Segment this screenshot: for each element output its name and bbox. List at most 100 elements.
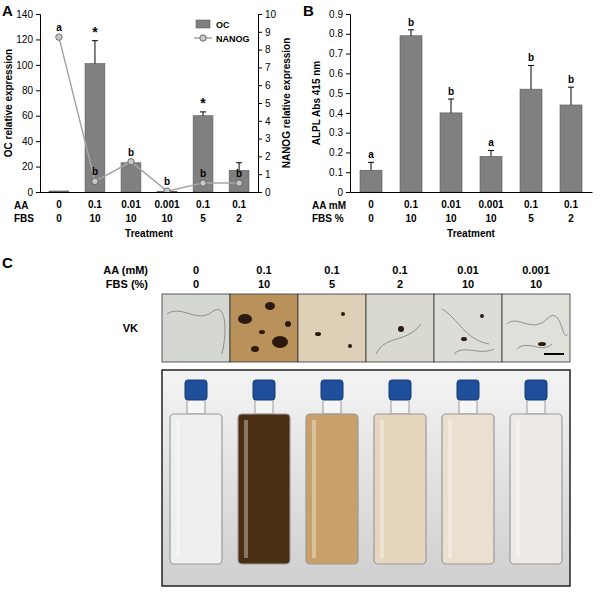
tick-label: 140 — [16, 9, 33, 20]
significance-label: b — [236, 168, 242, 179]
panel-c: CAA (mM)FBS (%)00.10.10.10.010.001010521… — [2, 254, 570, 586]
bar — [440, 113, 462, 192]
tick-mark — [346, 14, 350, 15]
significance-label: b — [448, 86, 454, 97]
row-label: AA (mM) — [103, 264, 148, 276]
tick-label: 20 — [22, 161, 34, 172]
tick-label: 8 — [265, 44, 271, 55]
legend-label: NANOG — [216, 34, 250, 44]
axis-line — [36, 15, 41, 193]
error-bar — [528, 65, 534, 89]
x-axis: 00.10.010.0010.10.1 — [351, 192, 593, 210]
flask-body — [510, 414, 562, 564]
error-bar — [92, 41, 98, 64]
tick: 0.001 — [155, 192, 180, 210]
tick-mark — [346, 152, 350, 153]
tick: 0 — [56, 192, 62, 210]
bar — [480, 156, 502, 192]
column-label: 0.1 — [324, 264, 339, 276]
marker — [164, 188, 170, 192]
tick-mark — [258, 156, 262, 157]
flask-photo — [162, 370, 570, 586]
micrograph — [230, 294, 298, 362]
flask-highlight — [380, 420, 384, 558]
cell-outline — [167, 309, 225, 354]
tick-mark — [258, 85, 262, 86]
tick-mark — [258, 14, 262, 15]
bar — [400, 36, 422, 192]
bar — [85, 64, 105, 192]
y2-axis: 012345678910 — [258, 9, 277, 198]
bar — [520, 89, 542, 192]
panel-label: B — [303, 2, 314, 19]
tick-mark — [36, 14, 40, 15]
tick-label: 0.1 — [88, 199, 102, 210]
row-label: AA mM — [312, 200, 346, 211]
mineral-deposit — [265, 302, 275, 310]
tick-label: 0.01 — [441, 199, 461, 210]
column-label: 0 — [193, 264, 199, 276]
flask-body — [374, 414, 426, 564]
photo-background — [162, 370, 570, 586]
column-label: 0.1 — [256, 264, 271, 276]
flask-body — [306, 414, 358, 564]
flask-cap — [321, 380, 343, 400]
tick: 0.01 — [121, 192, 141, 210]
tick-label: 0 — [265, 187, 271, 198]
tick-label: 0 — [27, 187, 33, 198]
tick: 2 — [258, 151, 271, 162]
error-bar — [488, 150, 494, 156]
panel-1: B00.10.20.30.40.50.60.70.80.900.10.010.0… — [303, 2, 593, 239]
micrograph-background — [230, 294, 298, 362]
tick: 0.8 — [329, 28, 350, 39]
tick-mark — [258, 139, 262, 140]
tick: 0.1 — [524, 192, 538, 210]
tick: 6 — [258, 80, 271, 91]
tick-label: 10 — [265, 9, 277, 20]
mineral-deposit — [480, 314, 484, 318]
tick: 0 — [27, 187, 40, 198]
y-axis: 020406080100120140 — [16, 9, 40, 198]
mineral-deposit — [348, 344, 352, 348]
tick-mark — [36, 65, 40, 66]
legend-swatch — [200, 35, 206, 41]
tick-label: 0.1 — [564, 199, 578, 210]
significance-label: a — [488, 137, 494, 148]
tick-mark — [346, 54, 350, 55]
tick-label: 0.1 — [404, 199, 418, 210]
tick: 0 — [368, 192, 374, 210]
tick: 8 — [258, 44, 271, 55]
mineral-deposit — [315, 332, 321, 336]
tick: 4 — [258, 116, 271, 127]
tick-label: 0.1 — [196, 199, 210, 210]
tick-label: 3 — [265, 133, 271, 144]
micrograph-background — [162, 294, 230, 362]
tick-label: 0.2 — [329, 147, 343, 158]
flask-highlight — [244, 420, 248, 558]
line — [59, 37, 239, 191]
tick: 9 — [258, 27, 271, 38]
figure: A02040608010012014001234567891000.10.010… — [0, 0, 600, 592]
panel-label: C — [2, 254, 13, 271]
significance-label: b — [128, 147, 134, 158]
tick-mark — [258, 103, 262, 104]
axis-line — [346, 15, 351, 193]
micrograph — [162, 294, 230, 362]
legend: OCNANOG — [194, 20, 250, 44]
column-label: 0.01 — [457, 264, 478, 276]
flask-highlight — [448, 420, 452, 558]
tick-label: 0.7 — [329, 48, 343, 59]
bar — [560, 105, 582, 192]
row-label: FBS (%) — [106, 278, 149, 290]
tick-mark — [258, 121, 262, 122]
tick: 0.4 — [329, 108, 350, 119]
x-axis-title: Treatment — [125, 228, 173, 239]
tick: 0.1 — [329, 167, 350, 178]
tick: 1 — [258, 169, 271, 180]
tick-label: 80 — [22, 85, 34, 96]
fbs-label: 10 — [405, 213, 417, 224]
flask — [442, 380, 494, 564]
significance-label: b — [164, 176, 170, 187]
flask-cap — [525, 380, 547, 400]
tick: 100 — [16, 60, 40, 71]
